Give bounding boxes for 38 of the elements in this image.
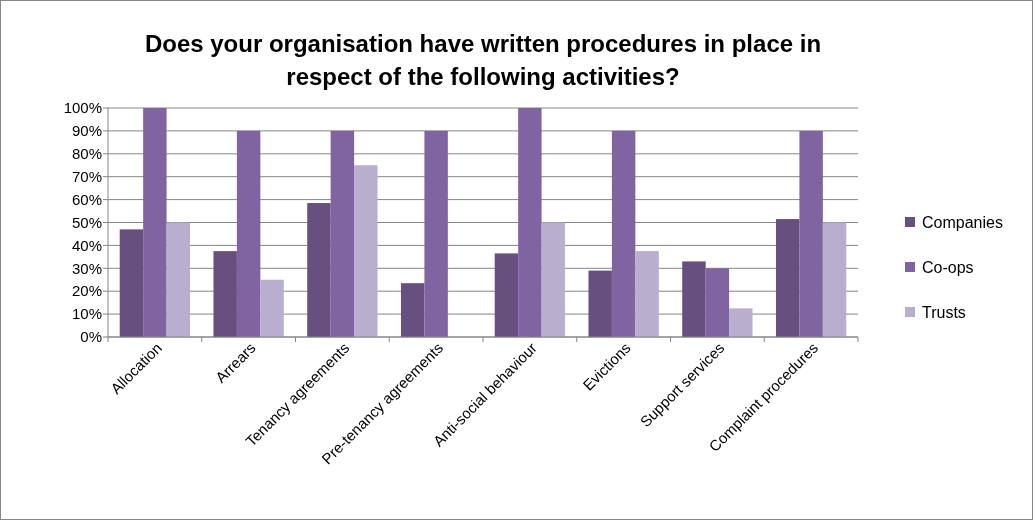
y-tick-label: 70% — [71, 167, 102, 185]
bar — [705, 268, 730, 337]
bar — [822, 222, 847, 337]
bar — [330, 130, 355, 337]
bar — [588, 270, 612, 337]
bar — [775, 219, 800, 337]
chart-title: Does your organisation have written procedures in place in respect of the following activities? — [144, 30, 822, 90]
bar — [424, 130, 448, 337]
y-tick-label: 60% — [71, 190, 102, 208]
bar — [307, 203, 331, 337]
bar — [213, 251, 237, 337]
bar — [260, 279, 284, 337]
y-tick-label: 50% — [71, 213, 102, 231]
y-tick-label: 20% — [71, 282, 102, 300]
bar — [682, 261, 706, 337]
bar — [635, 251, 659, 337]
bar — [236, 130, 261, 337]
y-tick-label: 30% — [71, 259, 102, 277]
bar — [518, 108, 542, 337]
bar — [541, 222, 566, 337]
bar — [611, 130, 636, 337]
bar — [729, 308, 753, 337]
legend-label: Co-ops — [922, 258, 974, 276]
y-tick-label: 80% — [71, 145, 102, 163]
bar — [799, 130, 823, 337]
bar — [354, 165, 378, 337]
y-tick-label: 100% — [63, 99, 102, 117]
y-tick-label: 40% — [71, 236, 102, 254]
y-tick-label: 90% — [71, 122, 102, 140]
legend-label: Companies — [922, 213, 1003, 231]
y-tick-label: 0% — [80, 328, 102, 346]
bar — [143, 108, 167, 337]
legend-label: Trusts — [922, 303, 966, 321]
bar — [400, 283, 425, 337]
bar — [119, 229, 144, 337]
y-tick-label: 10% — [71, 305, 102, 323]
bar — [494, 253, 519, 337]
bar — [166, 222, 191, 337]
